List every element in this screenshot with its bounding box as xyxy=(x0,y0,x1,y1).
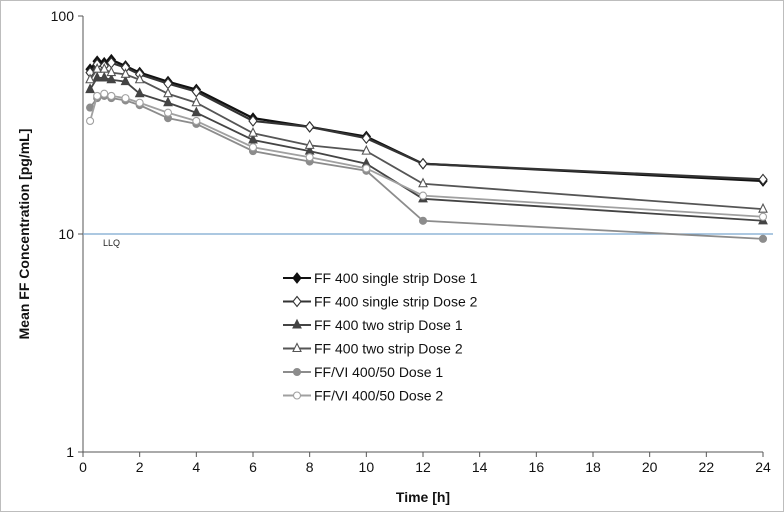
x-tick-label: 12 xyxy=(415,459,431,475)
diamond-marker xyxy=(418,157,428,170)
circle-marker xyxy=(121,94,130,103)
triangle-marker xyxy=(120,75,131,86)
legend-item: FF 400 two strip Dose 1 xyxy=(283,317,463,333)
x-tick-label: 14 xyxy=(472,459,488,475)
x-tick-label: 2 xyxy=(136,459,144,475)
diamond-marker xyxy=(248,115,258,127)
diamond-marker xyxy=(304,121,315,133)
x-tick-label: 4 xyxy=(192,459,200,475)
diamond-marker xyxy=(758,173,768,186)
triangle-marker xyxy=(92,62,103,73)
y-axis-title: Mean FF Concentration [pg/mL] xyxy=(16,129,32,340)
legend-item: FF 400 two strip Dose 2 xyxy=(283,341,463,357)
triangle-marker xyxy=(248,133,258,144)
triangle-marker xyxy=(120,68,131,78)
legend-item: FF 400 single strip Dose 1 xyxy=(283,270,478,286)
x-tick-label: 22 xyxy=(699,459,715,475)
triangle-marker xyxy=(163,96,173,107)
x-tick-label: 24 xyxy=(755,459,771,475)
series-6 xyxy=(86,89,768,221)
legend-label: FF/VI 400/50 Dose 2 xyxy=(314,388,443,404)
circle-marker xyxy=(248,143,258,152)
x-tick-label: 16 xyxy=(529,459,545,475)
triangle-marker xyxy=(134,87,145,98)
circle-marker xyxy=(163,108,173,117)
triangle-marker xyxy=(99,62,110,73)
y-tick-label: 100 xyxy=(51,8,75,24)
circle-marker xyxy=(192,116,201,126)
x-tick-label: 18 xyxy=(585,459,601,475)
circle-marker xyxy=(418,191,428,200)
triangle-marker xyxy=(163,87,173,98)
x-tick-label: 8 xyxy=(306,459,314,475)
triangle-marker xyxy=(106,66,117,77)
x-tick-label: 6 xyxy=(249,459,257,475)
circle-marker xyxy=(418,216,428,225)
triangle-marker xyxy=(304,139,315,149)
triangle-marker xyxy=(292,318,302,329)
triangle-marker xyxy=(248,126,258,137)
circle-marker xyxy=(292,391,302,400)
circle-marker xyxy=(758,234,768,243)
triangle-marker xyxy=(99,71,110,82)
diamond-marker xyxy=(292,295,302,308)
circle-marker xyxy=(100,89,109,98)
x-tick-label: 10 xyxy=(359,459,375,475)
circle-marker xyxy=(292,367,302,377)
circle-marker xyxy=(135,98,144,107)
triangle-marker xyxy=(292,342,302,353)
legend-item: FF 400 single strip Dose 2 xyxy=(283,294,478,310)
legend-label: FF 400 single strip Dose 2 xyxy=(314,294,478,310)
x-tick-label: 0 xyxy=(79,459,87,475)
circle-marker xyxy=(758,212,768,221)
diamond-marker xyxy=(292,272,302,284)
triangle-marker xyxy=(191,96,202,107)
triangle-marker xyxy=(106,73,117,84)
legend-label: FF 400 two strip Dose 1 xyxy=(314,317,463,333)
legend-item: FF/VI 400/50 Dose 2 xyxy=(283,388,443,404)
triangle-marker xyxy=(191,106,202,117)
series-layer xyxy=(85,53,768,243)
circle-marker xyxy=(93,91,102,100)
x-tick-label: 20 xyxy=(642,459,658,475)
llq-label: LLQ xyxy=(103,238,120,248)
series-4 xyxy=(85,62,768,213)
y-tick-label: 10 xyxy=(58,226,74,242)
circle-marker xyxy=(362,164,371,173)
legend-item: FF/VI 400/50 Dose 1 xyxy=(283,364,443,380)
triangle-marker xyxy=(418,177,428,188)
legend-label: FF 400 two strip Dose 2 xyxy=(314,341,463,357)
triangle-marker xyxy=(361,144,372,155)
y-tick-label: 1 xyxy=(66,444,74,460)
circle-marker xyxy=(86,116,95,126)
diamond-marker xyxy=(361,132,372,145)
triangle-marker xyxy=(85,73,95,84)
triangle-marker xyxy=(758,202,768,213)
legend: FF 400 single strip Dose 1 FF 400 single … xyxy=(283,270,478,404)
legend-label: FF 400 single strip Dose 1 xyxy=(314,270,478,286)
circle-marker xyxy=(107,91,116,100)
circle-marker xyxy=(305,153,314,162)
triangle-marker xyxy=(134,73,145,84)
triangle-marker xyxy=(92,71,103,82)
triangle-marker xyxy=(85,83,95,94)
x-axis-title: Time [h] xyxy=(396,489,450,505)
legend-label: FF/VI 400/50 Dose 1 xyxy=(314,364,443,380)
